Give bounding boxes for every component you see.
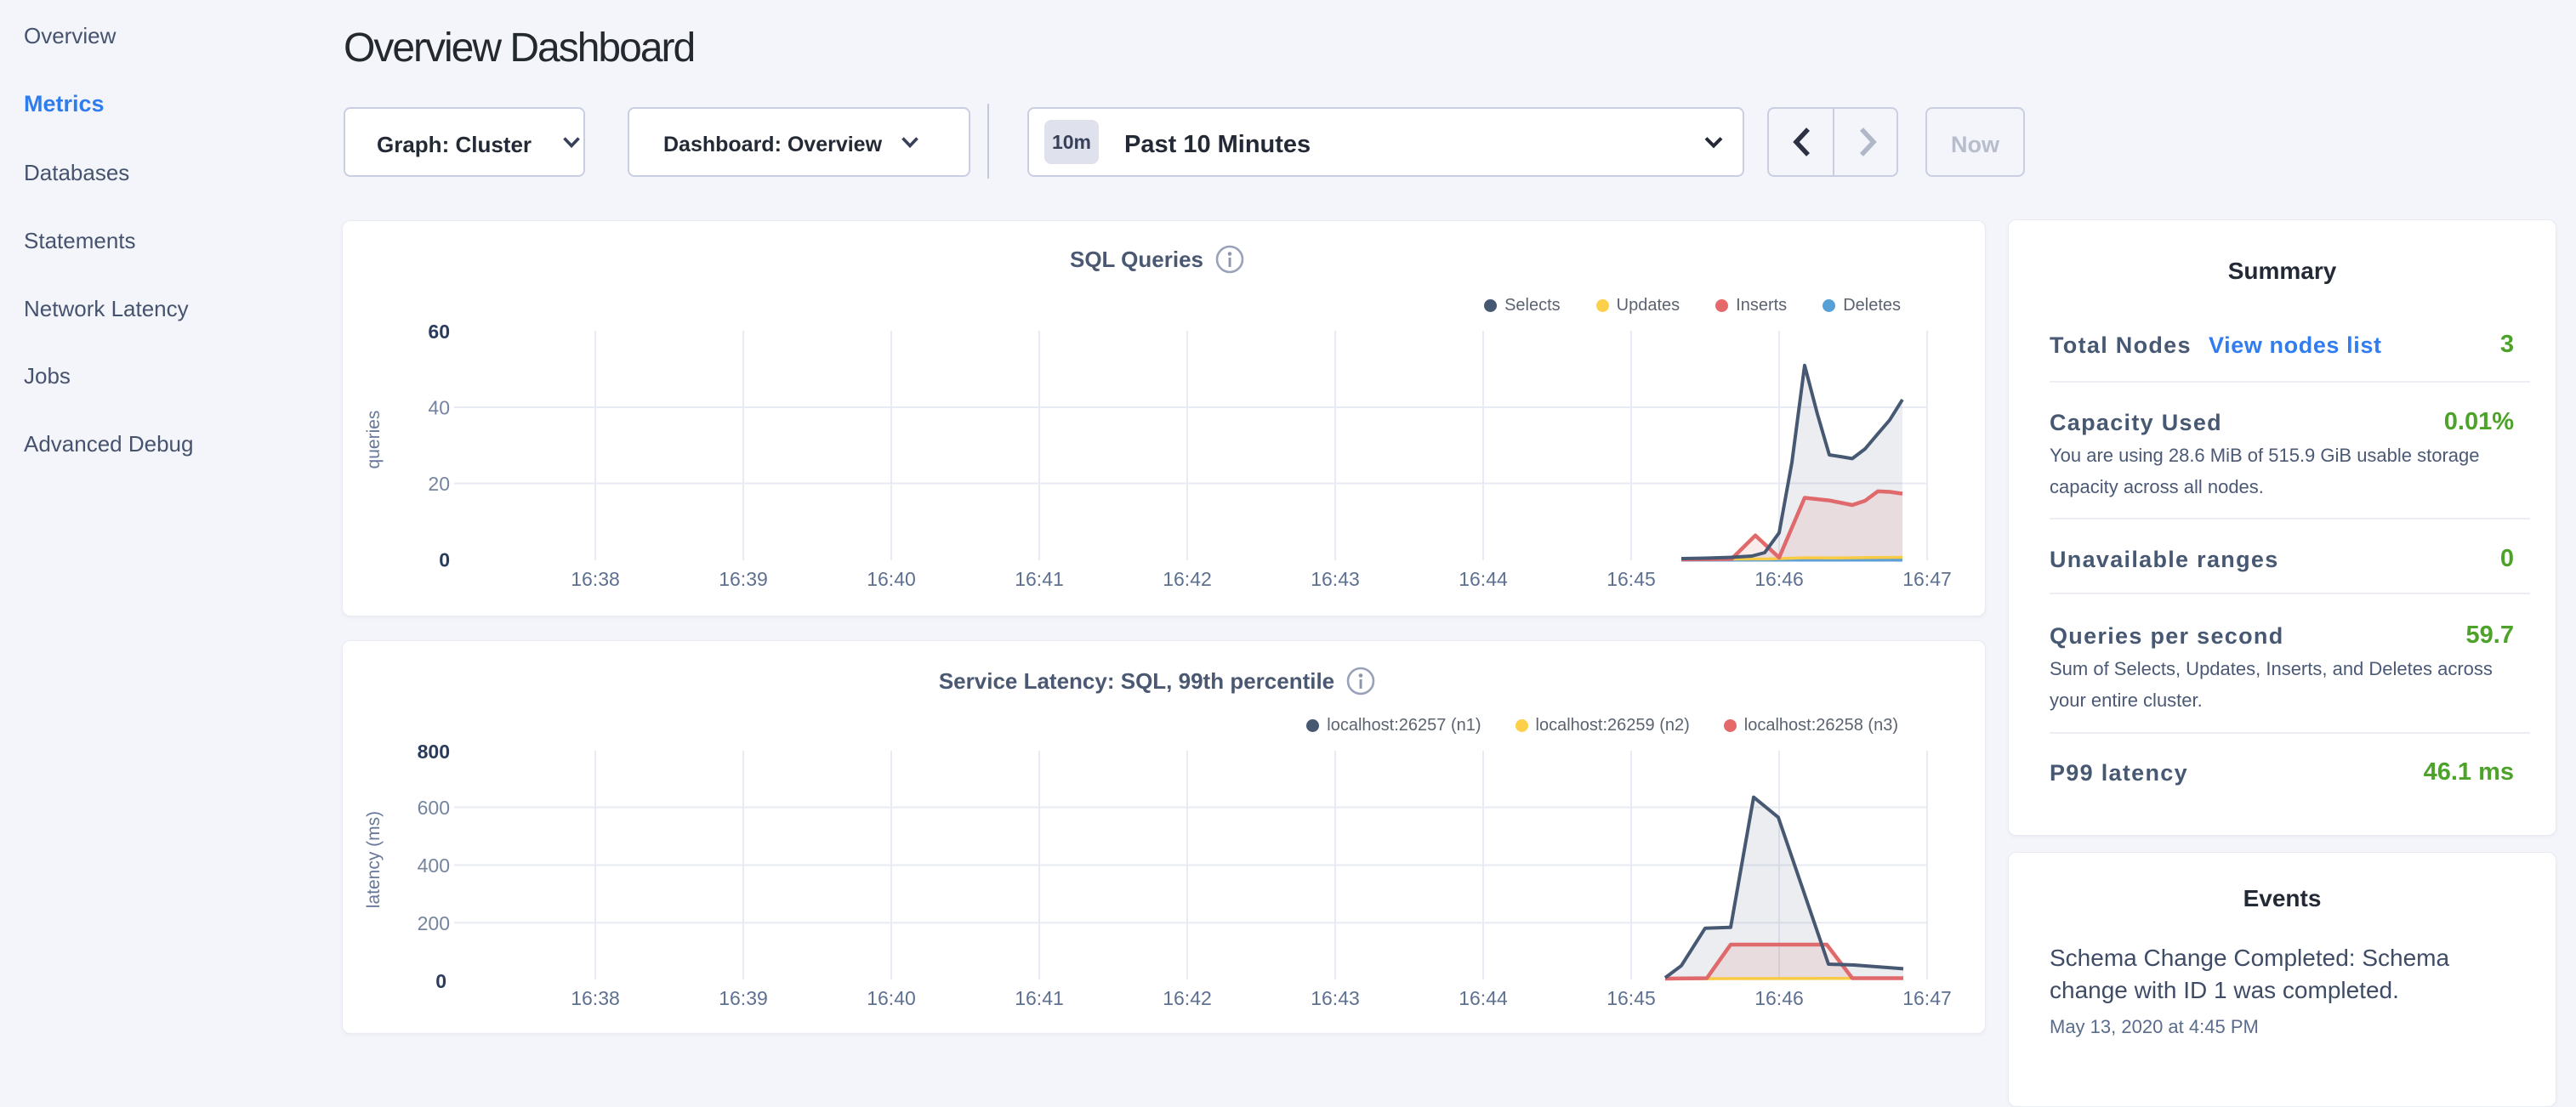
svg-text:0: 0 bbox=[439, 549, 450, 571]
svg-text:16:42: 16:42 bbox=[1163, 568, 1212, 590]
svg-text:20: 20 bbox=[428, 473, 450, 495]
svg-text:16:44: 16:44 bbox=[1459, 568, 1508, 590]
svg-text:0: 0 bbox=[435, 970, 446, 992]
svg-text:16:43: 16:43 bbox=[1311, 987, 1360, 1009]
svg-text:16:40: 16:40 bbox=[867, 987, 916, 1009]
svg-text:60: 60 bbox=[428, 321, 450, 343]
svg-text:16:39: 16:39 bbox=[719, 568, 768, 590]
svg-text:16:40: 16:40 bbox=[867, 568, 916, 590]
svg-text:16:42: 16:42 bbox=[1163, 987, 1212, 1009]
svg-text:200: 200 bbox=[418, 912, 450, 934]
svg-text:16:45: 16:45 bbox=[1606, 568, 1656, 590]
svg-text:16:45: 16:45 bbox=[1606, 987, 1656, 1009]
svg-text:16:44: 16:44 bbox=[1459, 987, 1508, 1009]
svg-text:16:47: 16:47 bbox=[1902, 568, 1952, 590]
svg-text:16:46: 16:46 bbox=[1754, 568, 1804, 590]
svg-text:40: 40 bbox=[428, 397, 450, 419]
svg-text:600: 600 bbox=[418, 797, 450, 819]
svg-text:16:46: 16:46 bbox=[1754, 987, 1804, 1009]
svg-text:16:38: 16:38 bbox=[571, 987, 620, 1009]
svg-text:16:41: 16:41 bbox=[1015, 987, 1064, 1009]
svg-text:16:41: 16:41 bbox=[1015, 568, 1064, 590]
svg-text:16:39: 16:39 bbox=[719, 987, 768, 1009]
svg-text:16:43: 16:43 bbox=[1311, 568, 1360, 590]
svg-text:queries: queries bbox=[364, 411, 384, 469]
svg-text:16:38: 16:38 bbox=[571, 568, 620, 590]
svg-text:16:47: 16:47 bbox=[1902, 987, 1952, 1009]
svg-text:400: 400 bbox=[418, 854, 450, 877]
svg-text:800: 800 bbox=[418, 741, 450, 763]
svg-text:latency (ms): latency (ms) bbox=[364, 811, 384, 908]
